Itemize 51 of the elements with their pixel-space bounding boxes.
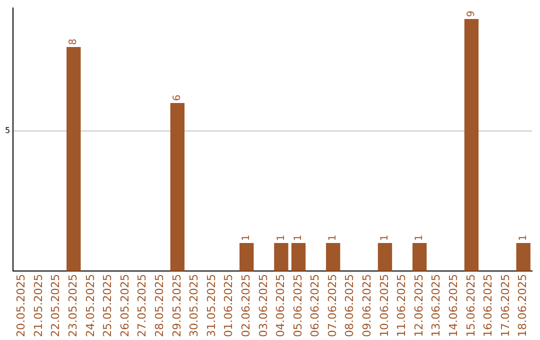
bar: [412, 243, 427, 272]
x-tick-label: 30.05.2025: [188, 274, 201, 338]
x-tick-label: 03.06.2025: [256, 274, 270, 338]
x-tick-label: 02.06.2025: [239, 274, 252, 338]
bar: [291, 243, 306, 272]
data-label: 9: [466, 10, 478, 17]
x-tick-label: 28.05.2025: [152, 274, 166, 338]
x-tick-label: 25.05.2025: [101, 274, 114, 338]
x-tick-label: 14.06.2025: [447, 274, 460, 338]
x-tick-label: 21.05.2025: [32, 274, 45, 338]
data-label: 8: [68, 38, 80, 46]
data-label: 6: [172, 94, 184, 102]
x-tick-label: 08.06.2025: [343, 274, 356, 338]
bar: [378, 243, 392, 272]
x-tick-label: 04.06.2025: [274, 274, 288, 338]
x-tick-label: 05.06.2025: [291, 274, 304, 338]
data-label: 1: [414, 234, 426, 242]
bar: [516, 243, 530, 272]
x-tick-label: 27.05.2025: [136, 274, 149, 338]
x-tick-label: 18.06.2025: [516, 274, 530, 338]
x-tick-label: 22.05.2025: [49, 274, 62, 338]
x-tick-label: 12.06.2025: [412, 274, 426, 338]
x-tick-label: 07.06.2025: [326, 274, 339, 338]
x-tick-label: 31.05.2025: [204, 274, 218, 338]
x-tick-label: 01.06.2025: [222, 274, 236, 338]
x-tick-label: 24.05.2025: [84, 274, 97, 338]
x-tick-label: 20.05.2025: [14, 274, 28, 338]
x-tick-label: 09.06.2025: [360, 274, 374, 338]
bar: [170, 103, 185, 272]
x-tick-label: 06.06.2025: [308, 274, 322, 338]
data-label: 1: [518, 234, 529, 242]
x-tick-label: 15.06.2025: [464, 274, 478, 338]
x-tick-label: 26.05.2025: [118, 274, 132, 338]
y-tick-label: 5: [4, 126, 10, 136]
bar: [464, 19, 479, 272]
data-label: 1: [380, 234, 391, 242]
data-label: 1: [276, 234, 287, 242]
bar: [274, 243, 288, 272]
x-tick-label: 16.06.2025: [482, 274, 495, 338]
data-label: 1: [241, 234, 252, 242]
bar: [66, 47, 81, 272]
x-tick-label: 23.05.2025: [66, 274, 80, 338]
data-label: 1: [293, 234, 304, 242]
bar: [326, 243, 340, 272]
x-tick-label: 11.06.2025: [395, 274, 408, 338]
bar: [240, 243, 254, 272]
x-tick-label: 29.05.2025: [170, 274, 184, 338]
x-tick-label: 13.06.2025: [430, 274, 443, 338]
data-label: 1: [328, 234, 339, 242]
x-tick-label: 10.06.2025: [378, 274, 391, 338]
x-tick-label: 17.06.2025: [498, 274, 512, 338]
